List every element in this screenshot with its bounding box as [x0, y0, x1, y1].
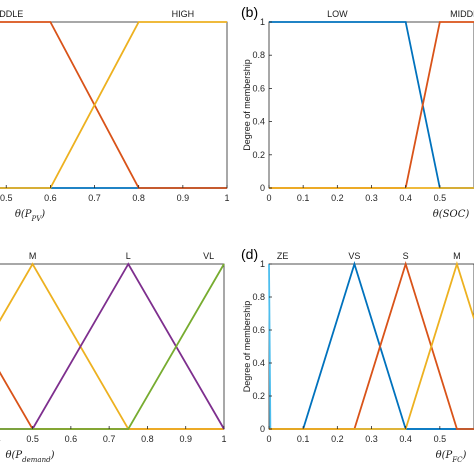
- y-tick-label: 0.6: [252, 325, 265, 335]
- y-tick-label: 1: [260, 259, 265, 269]
- series-line-high: [0, 21, 227, 189]
- series-line-l: [0, 262, 225, 430]
- membership-label: VS: [348, 251, 360, 261]
- membership-label: MIDDLE: [0, 9, 23, 19]
- x-tick-label: 0.5: [0, 193, 12, 203]
- chart-panel-1: 0.40.50.60.70.80.91MIDDLEHIGHθ(PPV): [0, 9, 230, 223]
- series-line-middle: [0, 21, 227, 189]
- series-line-vs: [269, 260, 474, 430]
- y-tick-label: 0.2: [252, 391, 265, 401]
- series-line-low: [0, 187, 227, 189]
- membership-label: MIDDLE: [450, 9, 474, 19]
- x-tick-label: 0: [266, 434, 271, 444]
- membership-label: L: [126, 251, 131, 261]
- y-tick-label: 0.6: [252, 83, 265, 93]
- x-tick-label: 0.9: [179, 434, 192, 444]
- x-tick-label: 0.7: [103, 434, 116, 444]
- y-tick-label: 1: [260, 17, 265, 27]
- plot-frame: [268, 21, 474, 189]
- x-tick-label: 1: [221, 434, 226, 444]
- x-axis-label: θ(Pdemand): [6, 450, 55, 464]
- chart-panel-2: 0 0.1 0.2 0.3 0.4 0.5 0 0.2 0.4 0.6 0.8 1 LOW MIDDLE θ…: [241, 4, 474, 220]
- x-axis-label: θ(PPV): [15, 209, 45, 223]
- x-axis-label: θ(PFC): [436, 450, 467, 464]
- y-tick-label: 0.2: [252, 150, 265, 160]
- y-axis-label: Degree of membership: [242, 59, 252, 151]
- x-tick-label: 0.5: [26, 434, 39, 444]
- series-line-middle: [269, 21, 474, 189]
- y-tick-label: 0.4: [252, 358, 265, 368]
- x-tick-label: 0: [266, 193, 271, 203]
- series-line-vl: [0, 263, 225, 430]
- plot-frame: [0, 263, 225, 430]
- x-tick-label: 0.4: [399, 193, 412, 203]
- membership-label: M: [29, 251, 37, 261]
- panel-label: (d): [241, 246, 258, 262]
- x-axis-label: θ(SOC): [433, 209, 470, 220]
- x-tick-label: 0.1: [297, 434, 310, 444]
- plot-frame: [0, 21, 228, 189]
- x-tick-label: 0.4: [0, 434, 1, 444]
- y-axis-label: Degree of membership: [242, 301, 252, 393]
- series-line-low: [269, 21, 474, 189]
- x-tick-label: 0.2: [331, 193, 344, 203]
- y-tick-label: 0.4: [252, 117, 265, 127]
- series-line-unnamed-1: [0, 371, 224, 430]
- series-line-s: [269, 260, 474, 430]
- y-tick-label: 0.8: [252, 50, 265, 60]
- x-tick-label: 0.8: [132, 193, 145, 203]
- membership-label: HIGH: [172, 9, 195, 19]
- x-tick-label: 0.4: [399, 434, 412, 444]
- x-tick-label: 0.9: [177, 193, 190, 203]
- x-tick-label: 0.5: [434, 434, 447, 444]
- x-tick-label: 0.5: [434, 193, 447, 203]
- x-tick-label: 0.3: [365, 434, 378, 444]
- x-tick-label: 0.7: [88, 193, 101, 203]
- x-tick-label: 0.3: [365, 193, 378, 203]
- y-tick-label: 0.8: [252, 292, 265, 302]
- membership-label: S: [403, 251, 409, 261]
- membership-label: ZE: [277, 251, 289, 261]
- x-tick-label: 1: [224, 193, 229, 203]
- chart-panel-3: 0.4 0.5 0.6 0.7 0.8 0.9 1 M L VL θ(Pdemand): [0, 251, 227, 464]
- membership-label: LOW: [327, 9, 348, 19]
- plot-frame: [268, 263, 474, 430]
- series-line-ze: [268, 263, 474, 430]
- x-tick-label: 0.6: [65, 434, 78, 444]
- series-line-m: [269, 260, 474, 430]
- series-line-m: [0, 262, 224, 430]
- chart-panel-4: 0 0.1 0.2 0.3 0.4 0.5 0 0.2 0.4 0.6 0.8 1 ZE VS S Mθ(PF…: [241, 246, 474, 464]
- x-tick-label: 0.8: [141, 434, 154, 444]
- y-tick-label: 0: [260, 424, 265, 434]
- x-tick-label: 0.2: [331, 434, 344, 444]
- membership-label: M: [453, 251, 461, 261]
- y-tick-label: 0: [260, 183, 265, 193]
- x-tick-label: 0.1: [297, 193, 310, 203]
- membership-label: VL: [203, 251, 214, 261]
- x-tick-label: 0.6: [44, 193, 57, 203]
- panel-label: (b): [241, 4, 258, 20]
